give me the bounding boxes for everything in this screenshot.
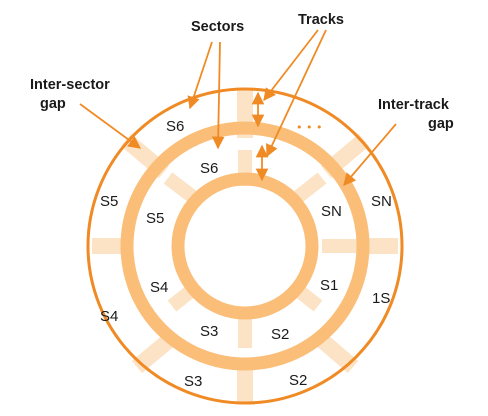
sectors-label: Sectors bbox=[191, 19, 244, 35]
sectors-arrow-outer bbox=[187, 41, 213, 110]
outer-sector-s2: S2 bbox=[289, 372, 307, 389]
inter-sector-gap-line2: gap bbox=[40, 96, 66, 112]
inner-track-band bbox=[171, 172, 319, 320]
callout-arrows bbox=[79, 29, 397, 186]
inter-sector-arrow bbox=[79, 103, 142, 149]
inner-sector-sn: SN bbox=[321, 203, 342, 220]
inner-sector-s4: S4 bbox=[150, 279, 168, 296]
outer-sector-s3: S3 bbox=[184, 373, 202, 390]
inner-sector-s3: S3 bbox=[200, 323, 218, 340]
inter-sector-gap-line1: Inter-sector bbox=[30, 77, 110, 93]
outer-sector-1s: 1S bbox=[372, 290, 390, 307]
tracks-arrow-inner bbox=[266, 29, 327, 158]
outer-sector-s6: S6 bbox=[166, 118, 184, 135]
sectors-arrow-inner bbox=[211, 41, 225, 150]
outer-rim bbox=[86, 87, 404, 405]
inner-sector-s2: S2 bbox=[271, 326, 289, 343]
tracks-label: Tracks bbox=[298, 12, 344, 28]
inner-sector-s6: S6 bbox=[200, 160, 218, 177]
outer-sector-sn: SN bbox=[371, 193, 392, 210]
inner-gap-upper-left bbox=[163, 172, 198, 203]
ellipsis-dots: • • • bbox=[296, 121, 322, 134]
inner-gap-upper-right bbox=[293, 172, 327, 203]
inter-track-arrow bbox=[343, 123, 397, 186]
outer-sector-s5: S5 bbox=[100, 193, 118, 210]
outer-sector-s4: S4 bbox=[100, 308, 118, 325]
inter-track-gap-line1: Inter-track bbox=[378, 97, 450, 113]
inner-sector-s5: S5 bbox=[146, 210, 164, 227]
tracks-arrow-outer bbox=[263, 29, 319, 101]
outer-track-band bbox=[120, 121, 370, 371]
inter-track-gap-line2: gap bbox=[428, 116, 454, 132]
inner-sector-s1: S1 bbox=[320, 277, 338, 294]
inter-track-gap-label: Inter-track gap bbox=[378, 97, 454, 132]
inter-sector-gap-label: Inter-sector gap bbox=[30, 77, 114, 112]
